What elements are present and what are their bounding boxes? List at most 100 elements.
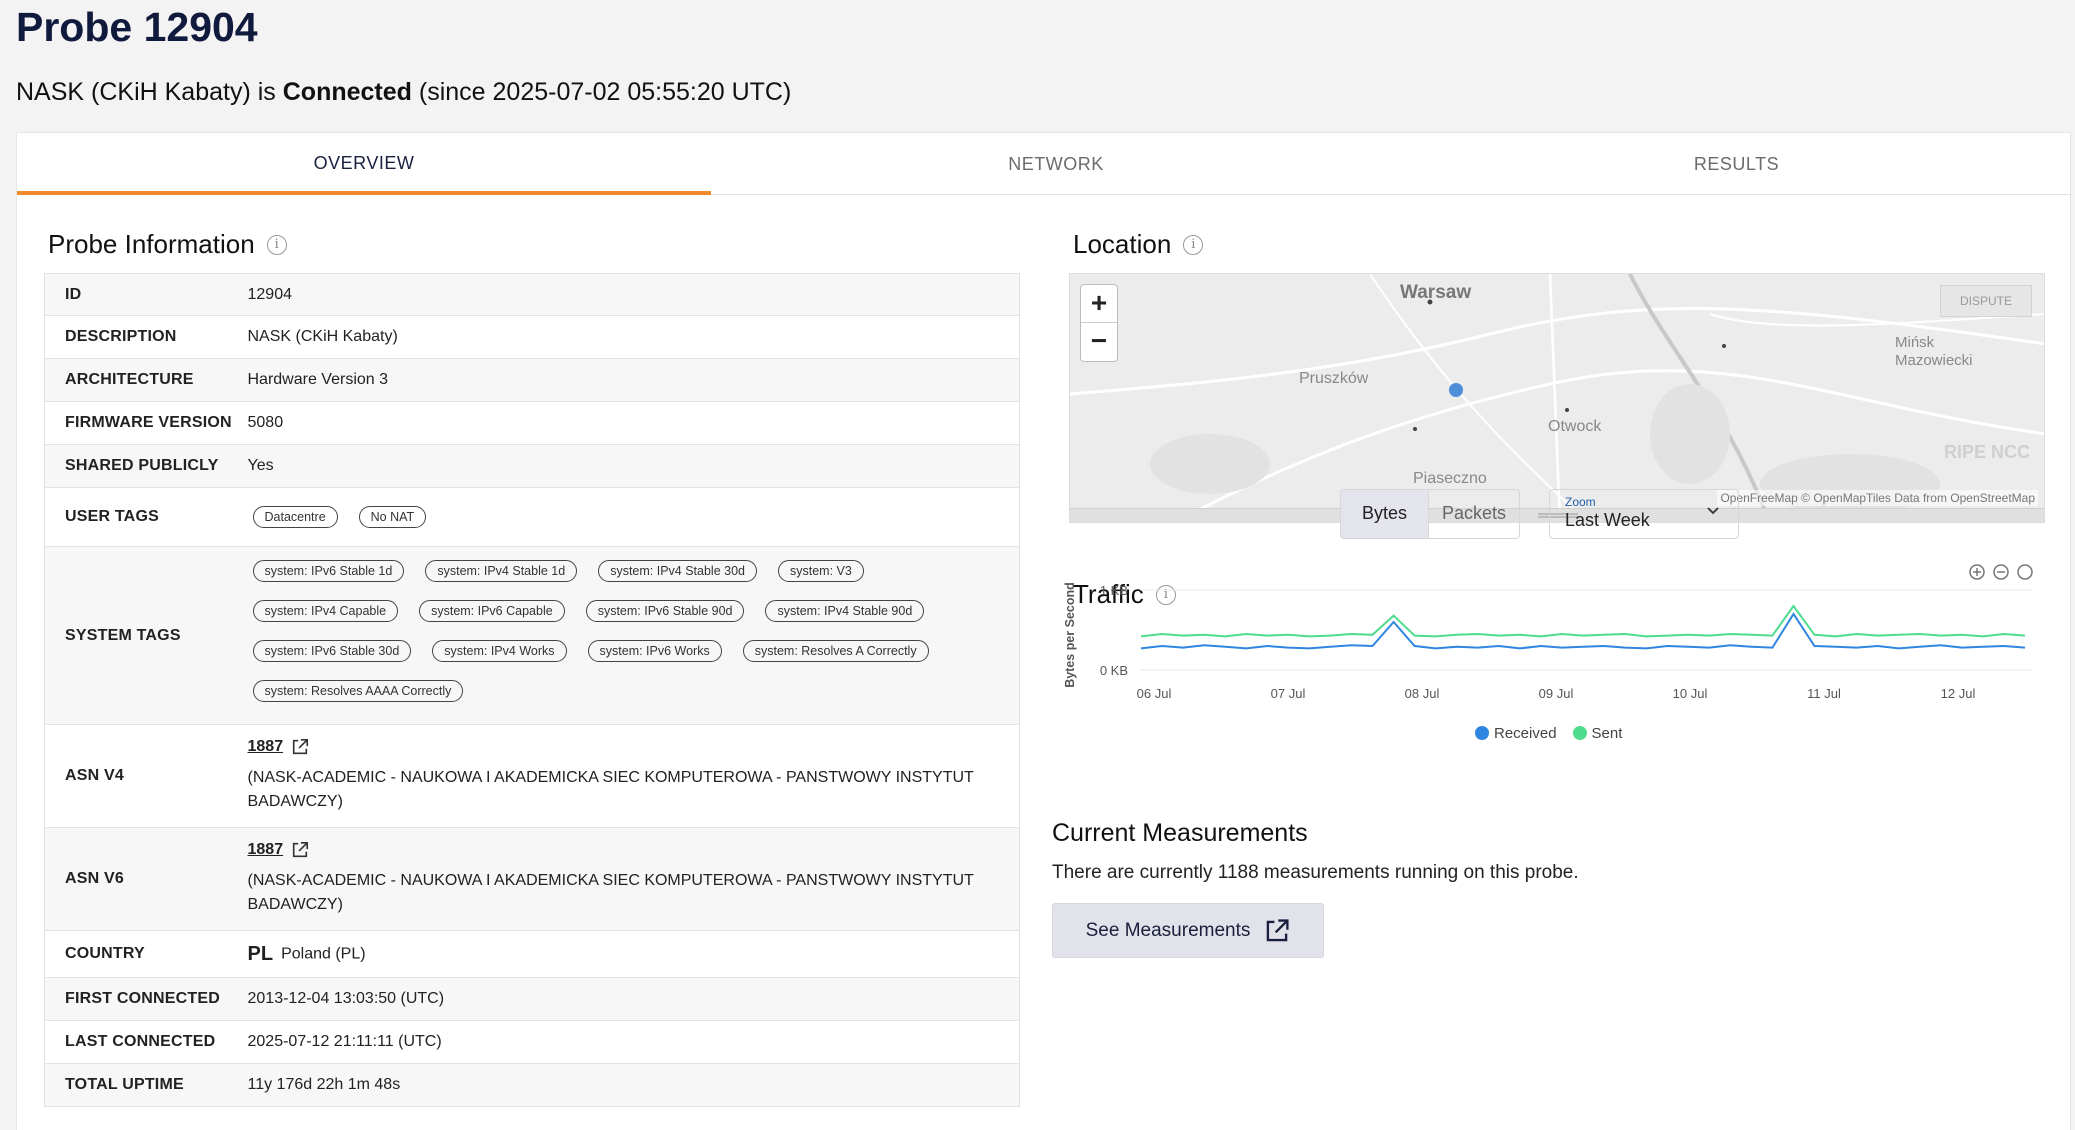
x-tick-label: 06 Jul: [1137, 686, 1172, 701]
series-line-received: [1140, 612, 2026, 650]
tab-results[interactable]: RESULTS: [1693, 154, 1780, 174]
asn-v4-number[interactable]: 1887: [247, 738, 284, 755]
see-measurements-button[interactable]: See Measurements: [1052, 903, 1324, 958]
traffic-unit-toggle: Bytes Packets: [1340, 489, 1520, 539]
asn-v6-link[interactable]: 1887: [248, 841, 310, 859]
traffic-chart[interactable]: 0 KB 1 KB Bytes per Second 06 Jul 07 Jul 08 J…: [1052, 555, 2042, 755]
info-icon[interactable]: i: [1155, 584, 1176, 605]
row-id: ID 12904: [44, 273, 1020, 316]
location-heading: Location i: [1073, 229, 1204, 260]
tag-chip[interactable]: system: IPv6 Stable 90d: [585, 599, 745, 622]
legend-received-label: Received: [1494, 725, 1557, 742]
tag-chip[interactable]: system: V3: [777, 559, 864, 582]
current-measurements-title: Current Measurements: [1052, 819, 1308, 847]
row-last-connected: LAST CONNECTED 2025-07-12 21:11:11 (UTC): [44, 1020, 1020, 1064]
tag-chip[interactable]: system: IPv6 Stable 30d: [252, 639, 412, 662]
row-architecture: ARCHITECTURE Hardware Version 3: [44, 358, 1020, 402]
map-label-otwock: Otwock: [1548, 418, 1602, 435]
legend-sent-label: Sent: [1591, 725, 1623, 742]
row-key: TOTAL UPTIME: [44, 1063, 248, 1107]
map-label-warsaw: Warsaw: [1400, 282, 1472, 303]
external-link-icon[interactable]: [291, 841, 309, 859]
map-attribution[interactable]: OpenFreeMap © OpenMapTiles Data from Ope…: [1717, 490, 2038, 506]
chevron-down-icon: [1707, 507, 1719, 515]
dispute-button[interactable]: DISPUTE: [1940, 285, 2032, 317]
current-measurements-text: There are currently 1188 measurements ru…: [1052, 862, 1579, 883]
asn-v4-cell: 1887 (NASK-ACADEMIC - NAUKOWA I AKADEMIC…: [247, 724, 1020, 828]
x-tick-label: 10 Jul: [1673, 686, 1708, 701]
legend-received[interactable]: Received: [1475, 725, 1557, 742]
map-roads: [1070, 274, 2044, 522]
row-value: Yes: [247, 444, 1020, 488]
row-key: ARCHITECTURE: [44, 358, 248, 402]
chart-legend: Received Sent: [1475, 725, 1622, 742]
reset-icon[interactable]: [2017, 564, 2033, 580]
asn-v6-cell: 1887 (NASK-ACADEMIC - NAUKOWA I AKADEMIC…: [247, 827, 1020, 931]
user-tags: Datacentre No NAT: [247, 487, 1020, 547]
tag-chip[interactable]: system: Resolves A Correctly: [742, 639, 929, 662]
row-shared: SHARED PUBLICLY Yes: [44, 444, 1020, 488]
row-uptime: TOTAL UPTIME 11y 176d 22h 1m 48s: [44, 1063, 1020, 1107]
probe-info-heading: Probe Information i: [48, 229, 287, 260]
packets-toggle[interactable]: Packets: [1441, 503, 1507, 523]
row-firmware: FIRMWARE VERSION 5080: [44, 401, 1020, 445]
tag-chip[interactable]: system: IPv4 Stable 90d: [765, 599, 925, 622]
tag-chip[interactable]: No NAT: [358, 506, 427, 528]
row-value: 12904: [247, 273, 1020, 316]
ripe-ncc-watermark: RIPE NCC: [1943, 442, 2030, 462]
country-cell: PL Poland (PL): [247, 930, 1020, 978]
tag-chip[interactable]: system: IPv4 Capable: [252, 599, 399, 622]
probe-info-title: Probe Information: [48, 229, 255, 259]
status-prefix: NASK (CKiH Kabaty) is: [16, 78, 283, 106]
row-asn-v4: ASN V4 1887 (NASK-ACADEMIC - NAUKOWA I A…: [44, 724, 1020, 828]
zoom-in-icon[interactable]: [1969, 564, 1985, 580]
system-tags: system: IPv6 Stable 1d system: IPv4 Stabl…: [247, 546, 1020, 725]
tag-chip[interactable]: system: IPv4 Stable 30d: [598, 559, 757, 582]
map-resize-handle[interactable]: [1070, 508, 2044, 522]
tag-chip[interactable]: Datacentre: [252, 506, 338, 528]
row-key: USER TAGS: [44, 487, 248, 547]
tag-chip[interactable]: system: IPv6 Stable 1d: [252, 559, 405, 582]
tab-network[interactable]: NETWORK: [1008, 154, 1104, 174]
zoom-select[interactable]: Zoom Last Week: [1549, 489, 1739, 539]
row-user-tags: USER TAGS Datacentre No NAT: [44, 487, 1020, 547]
map-label-minsk: Mińsk Mazowiecki: [1895, 334, 1973, 369]
tag-chip[interactable]: system: IPv4 Works: [432, 639, 567, 662]
row-key: COUNTRY: [44, 930, 248, 978]
x-tick-label: 07 Jul: [1271, 686, 1306, 701]
row-value: NASK (CKiH Kabaty): [247, 315, 1020, 359]
legend-sent[interactable]: Sent: [1572, 725, 1623, 742]
probe-info-table: ID 12904 DESCRIPTION NASK (CKiH Kabaty) AR…: [44, 273, 1020, 1107]
row-value: 2025-07-12 21:11:11 (UTC): [247, 1020, 1020, 1064]
info-icon[interactable]: i: [266, 234, 287, 255]
info-icon[interactable]: i: [1183, 234, 1204, 255]
row-key: ASN V4: [44, 724, 248, 828]
status-since: (since 2025-07-02 05:55:20 UTC): [411, 78, 792, 106]
tag-chip[interactable]: system: IPv6 Capable: [419, 599, 565, 622]
tag-chip[interactable]: system: Resolves AAAA Correctly: [252, 679, 464, 702]
tag-chip[interactable]: system: IPv4 Stable 1d: [425, 559, 578, 582]
zoom-out-icon[interactable]: [1993, 564, 2009, 580]
zoom-out-button[interactable]: −: [1090, 325, 1108, 356]
zoom-in-button[interactable]: +: [1081, 285, 1117, 323]
series-line-sent: [1140, 604, 2026, 638]
asn-v4-description: (NASK-ACADEMIC - NAUKOWA I AKADEMICKA SI…: [247, 769, 974, 810]
asn-v6-description: (NASK-ACADEMIC - NAUKOWA I AKADEMICKA SI…: [247, 872, 974, 913]
map-label-pruszkow: Pruszków: [1299, 370, 1369, 387]
grip-icon: [1538, 513, 1578, 518]
asn-v4-link[interactable]: 1887: [248, 738, 310, 756]
row-value: 11y 176d 22h 1m 48s: [247, 1063, 1020, 1107]
asn-v6-number[interactable]: 1887: [247, 841, 284, 858]
legend-received-dot: [1475, 726, 1489, 740]
y-axis-label: Bytes per Second: [1063, 582, 1077, 688]
tag-chip[interactable]: system: IPv6 Works: [587, 639, 722, 662]
location-map[interactable]: Warsaw Pruszków Mińsk Mazowiecki Otwock …: [1069, 273, 2045, 523]
map-label-piaseczno: Piaseczno: [1413, 470, 1487, 487]
row-key: FIRST CONNECTED: [44, 977, 248, 1021]
tab-overview[interactable]: OVERVIEW: [17, 133, 711, 195]
row-asn-v6: ASN V6 1887 (NASK-ACADEMIC - NAUKOWA I A…: [44, 827, 1020, 931]
row-value: 5080: [247, 401, 1020, 445]
traffic-heading: Traffic i: [1073, 579, 1176, 610]
external-link-icon[interactable]: [291, 738, 309, 756]
bytes-toggle[interactable]: Bytes: [1341, 490, 1429, 538]
